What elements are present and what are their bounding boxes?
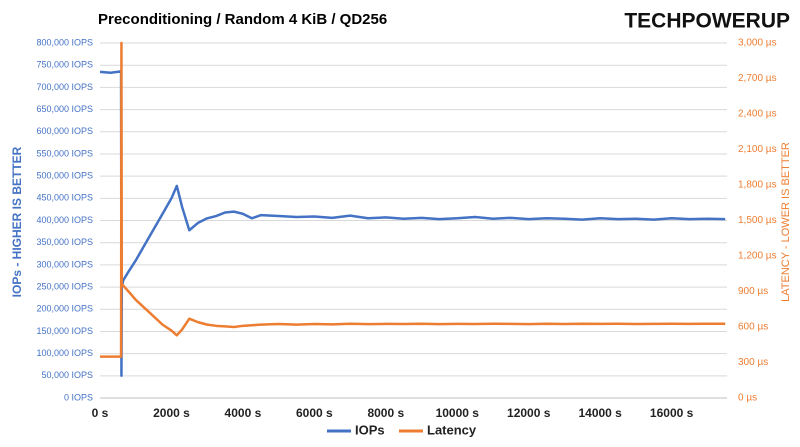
legend-label: Latency — [427, 422, 477, 437]
y-tick-label: 400,000 IOPS — [36, 215, 93, 225]
x-tick-label: 14000 s — [578, 406, 622, 420]
series-line — [99, 70, 726, 378]
y-tick-label: 100,000 IOPS — [36, 348, 93, 358]
chart-title: Preconditioning / Random 4 KiB / QD256 — [98, 11, 387, 28]
y2-tick-label: 1,500 µs — [738, 215, 777, 226]
y2-tick-label: 600 µs — [738, 322, 768, 333]
y2-tick-label: 1,200 µs — [738, 251, 777, 262]
y-tick-label: 0 IOPS — [64, 392, 93, 402]
y2-tick-label: 3,000 µs — [738, 38, 777, 49]
y-tick-label: 50,000 IOPS — [41, 370, 93, 380]
y-tick-label: 300,000 IOPS — [36, 259, 93, 269]
y-tick-label: 650,000 IOPS — [36, 104, 93, 114]
y-tick-label: 600,000 IOPS — [36, 126, 93, 136]
y-tick-label: 750,000 IOPS — [36, 60, 93, 70]
y2-tick-label: 0 µs — [738, 393, 757, 404]
y-axis-label: IOPs - HIGHER IS BETTER — [10, 146, 24, 297]
y-tick-label: 500,000 IOPS — [36, 171, 93, 181]
logo: TECHPOWERUP — [624, 10, 790, 33]
y2-tick-label: 2,700 µs — [738, 73, 777, 84]
y-tick-label: 550,000 IOPS — [36, 148, 93, 158]
y-tick-label: 350,000 IOPS — [36, 237, 93, 247]
y-tick-label: 200,000 IOPS — [36, 304, 93, 314]
x-tick-label: 4000 s — [225, 406, 262, 420]
x-tick-label: 2000 s — [153, 406, 190, 420]
x-tick-label: 16000 s — [650, 406, 694, 420]
x-tick-label: 12000 s — [507, 406, 551, 420]
y-tick-label: 450,000 IOPS — [36, 193, 93, 203]
series-line — [100, 41, 726, 358]
y2-tick-label: 2,400 µs — [738, 109, 777, 120]
x-tick-label: 10000 s — [436, 406, 480, 420]
y-tick-label: 800,000 IOPS — [36, 37, 93, 47]
legend-label: IOPs — [355, 422, 385, 437]
y-tick-label: 250,000 IOPS — [36, 281, 93, 291]
y2-tick-label: 300 µs — [738, 357, 768, 368]
x-tick-label: 6000 s — [296, 406, 333, 420]
x-tick-label: 0 s — [92, 406, 109, 420]
y2-tick-label: 1,800 µs — [738, 180, 777, 191]
y2-tick-label: 2,100 µs — [738, 144, 777, 155]
y2-tick-label: 900 µs — [738, 286, 768, 297]
x-tick-label: 8000 s — [367, 406, 404, 420]
y-tick-label: 700,000 IOPS — [36, 82, 93, 92]
y-tick-label: 150,000 IOPS — [36, 326, 93, 336]
y2-axis-label: LATENCY - LOWER IS BETTER — [780, 142, 792, 302]
